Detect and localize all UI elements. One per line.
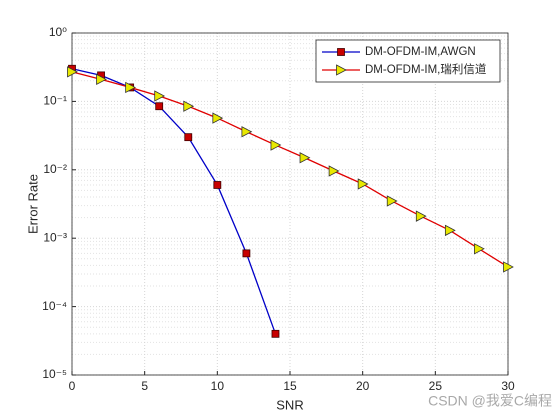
x-tick-label: 20: [356, 379, 370, 393]
marker: [357, 178, 369, 190]
x-tick-label: 25: [429, 379, 443, 393]
marker: [212, 112, 224, 124]
marker: [386, 195, 398, 207]
x-tick-label: 0: [69, 379, 76, 393]
marker: [270, 139, 282, 151]
marker: [154, 90, 166, 102]
y-tick-label: 10⁻²: [43, 162, 67, 176]
marker: [474, 243, 485, 255]
x-tick-label: 15: [283, 379, 297, 393]
marker: [299, 152, 311, 164]
marker: [155, 102, 164, 111]
marker: [271, 329, 280, 338]
y-tick-label: 10⁻⁵: [42, 367, 67, 381]
marker: [328, 165, 340, 177]
marker: [336, 64, 347, 76]
marker: [183, 100, 195, 112]
marker: [125, 81, 136, 94]
series-line: [71, 71, 509, 268]
marker: [96, 73, 107, 86]
y-axis-label: Error Rate: [25, 174, 40, 234]
marker: [242, 249, 251, 258]
marker: [415, 210, 427, 222]
marker: [213, 181, 222, 189]
watermark: CSDN @我爱C编程: [428, 393, 552, 409]
series-line: [71, 68, 277, 335]
legend-entry: DM-OFDM-IM,AWGN: [322, 46, 476, 58]
axes-box: [71, 32, 509, 376]
legend-label: DM-OFDM-IM,AWGN: [365, 46, 476, 58]
legend-label: DM-OFDM-IM,瑞利信道: [365, 62, 487, 76]
marker: [241, 126, 253, 138]
legend-entry: DM-OFDM-IM,瑞利信道: [322, 62, 487, 76]
marker: [337, 48, 345, 56]
x-tick-label: 10: [211, 379, 225, 393]
x-axis-label: SNR: [276, 397, 303, 412]
legend-box: [315, 39, 501, 83]
marker: [444, 224, 456, 237]
y-tick-label: 10⁰: [49, 25, 67, 39]
y-tick-label: 10⁻⁴: [42, 299, 67, 313]
x-tick-label: 5: [141, 379, 148, 393]
x-tick-label: 30: [501, 379, 515, 393]
y-tick-label: 10⁻¹: [43, 94, 67, 108]
marker: [67, 66, 78, 78]
marker: [184, 133, 193, 142]
marker: [503, 261, 514, 273]
y-tick-label: 10⁻³: [43, 230, 67, 244]
